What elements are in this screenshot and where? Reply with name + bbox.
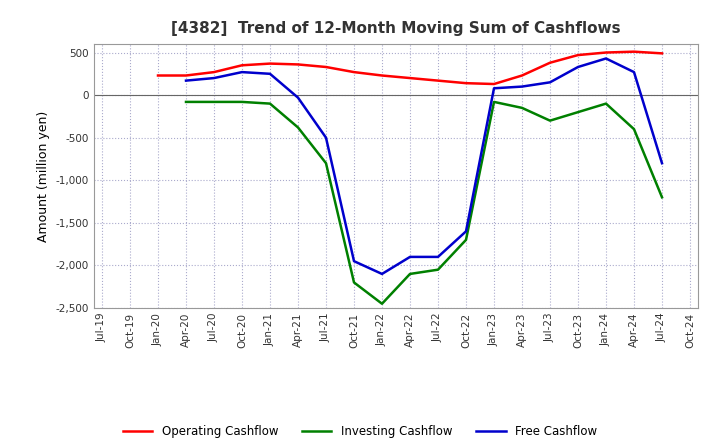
Y-axis label: Amount (million yen): Amount (million yen) [37, 110, 50, 242]
Operating Cashflow [602, 50, 611, 55]
Investing Cashflow [490, 99, 498, 105]
Free Cashflow [490, 86, 498, 91]
Operating Cashflow [181, 73, 190, 78]
Operating Cashflow [518, 73, 526, 78]
Investing Cashflow [630, 127, 639, 132]
Operating Cashflow [322, 64, 330, 70]
Free Cashflow [181, 78, 190, 83]
Free Cashflow [602, 56, 611, 61]
Investing Cashflow [405, 271, 414, 277]
Operating Cashflow [405, 75, 414, 81]
Free Cashflow [350, 259, 359, 264]
Free Cashflow [546, 80, 554, 85]
Free Cashflow [266, 71, 274, 77]
Investing Cashflow [350, 280, 359, 285]
Line: Investing Cashflow: Investing Cashflow [186, 102, 662, 304]
Investing Cashflow [266, 101, 274, 106]
Operating Cashflow [378, 73, 387, 78]
Free Cashflow [210, 75, 218, 81]
Investing Cashflow [462, 237, 470, 242]
Investing Cashflow [181, 99, 190, 105]
Free Cashflow [462, 229, 470, 234]
Operating Cashflow [350, 70, 359, 75]
Investing Cashflow [657, 194, 666, 200]
Line: Free Cashflow: Free Cashflow [186, 59, 662, 274]
Operating Cashflow [153, 73, 162, 78]
Free Cashflow [433, 254, 442, 260]
Investing Cashflow [433, 267, 442, 272]
Investing Cashflow [518, 105, 526, 110]
Free Cashflow [322, 135, 330, 140]
Operating Cashflow [574, 52, 582, 58]
Line: Operating Cashflow: Operating Cashflow [158, 51, 662, 84]
Investing Cashflow [546, 118, 554, 123]
Operating Cashflow [238, 62, 246, 68]
Title: [4382]  Trend of 12-Month Moving Sum of Cashflows: [4382] Trend of 12-Month Moving Sum of C… [171, 21, 621, 36]
Free Cashflow [238, 70, 246, 75]
Free Cashflow [294, 95, 302, 100]
Investing Cashflow [574, 110, 582, 115]
Free Cashflow [518, 84, 526, 89]
Investing Cashflow [210, 99, 218, 105]
Operating Cashflow [462, 81, 470, 86]
Operating Cashflow [294, 62, 302, 67]
Operating Cashflow [546, 60, 554, 66]
Free Cashflow [405, 254, 414, 260]
Operating Cashflow [657, 51, 666, 56]
Investing Cashflow [294, 125, 302, 130]
Operating Cashflow [433, 78, 442, 83]
Free Cashflow [574, 64, 582, 70]
Investing Cashflow [238, 99, 246, 105]
Free Cashflow [378, 271, 387, 277]
Legend: Operating Cashflow, Investing Cashflow, Free Cashflow: Operating Cashflow, Investing Cashflow, … [118, 421, 602, 440]
Free Cashflow [630, 70, 639, 75]
Operating Cashflow [630, 49, 639, 54]
Investing Cashflow [378, 301, 387, 306]
Investing Cashflow [602, 101, 611, 106]
Investing Cashflow [322, 161, 330, 166]
Operating Cashflow [210, 70, 218, 75]
Operating Cashflow [490, 81, 498, 87]
Free Cashflow [657, 161, 666, 166]
Operating Cashflow [266, 61, 274, 66]
